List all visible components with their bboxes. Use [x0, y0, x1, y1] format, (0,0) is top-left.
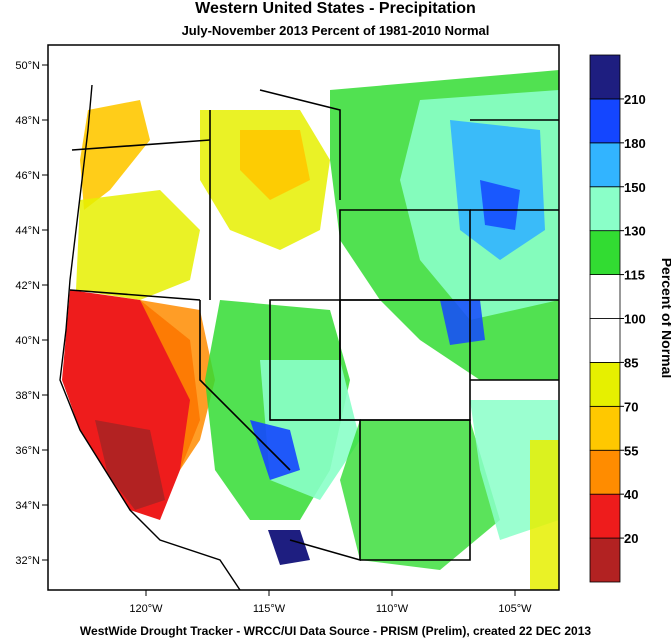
map-border: [47, 44, 560, 591]
latitude-axis: 50°N 48°N 46°N 44°N 42°N 40°N 38°N 36°N 34°N 32°N: [15, 60, 48, 567]
region-newmexico-green: [340, 420, 500, 570]
colorbar-segment: [589, 98, 621, 144]
colorbar-segment: [589, 449, 621, 495]
colorbar-segment: [589, 537, 621, 583]
colorbar-tick-label: 20: [624, 531, 638, 546]
colorbar-tick-label: 70: [624, 399, 638, 414]
state-border-ks-ne: [470, 299, 559, 381]
colorbar-tick-label: 85: [624, 355, 638, 370]
map-title: Western United States - Precipitation: [195, 0, 476, 17]
colorbar-segment: [589, 142, 621, 188]
region-colorado-blue: [440, 300, 485, 345]
source-footer: WestWide Drought Tracker - WRCC/UI Data …: [79, 624, 592, 638]
coastline: [59, 84, 241, 590]
colorbar-segment: [589, 318, 621, 363]
lat-label: 34°N: [15, 500, 40, 512]
colorbar-segment: [589, 362, 621, 407]
region-socal-darkred: [95, 420, 165, 510]
lon-label: 105°W: [498, 603, 532, 615]
lat-label: 44°N: [15, 225, 40, 237]
colorbar-tick-label: 100: [624, 312, 646, 327]
lon-label: 120°W: [129, 603, 163, 615]
longitude-axis: 120°W 115°W 110°W 105°W: [129, 590, 532, 615]
colorbar-segment: [589, 230, 621, 275]
lat-label: 38°N: [15, 390, 40, 402]
lon-label: 110°W: [376, 603, 409, 615]
colorbar-tick-label: 210: [624, 92, 646, 107]
colorbar-segment: [589, 54, 621, 100]
map-subtitle: July-November 2013 Percent of 1981-2010 …: [181, 23, 490, 38]
state-border-mt: [259, 89, 341, 200]
colorbar-tick-label: 115: [624, 268, 645, 283]
state-border-ca-or: [69, 289, 201, 301]
colorbar-segment: [589, 493, 621, 539]
region-arizona-blue: [250, 420, 300, 480]
colorbar-segment: [589, 274, 621, 319]
colorbar: 20 40 55 70 85 100 115 130 150 180 210: [589, 54, 646, 583]
region-arizona-navy: [268, 530, 310, 565]
colorbar-segment: [589, 405, 621, 451]
colorbar-tick-label: 130: [624, 224, 646, 239]
lat-label: 36°N: [15, 445, 40, 457]
lon-label: 115°W: [253, 603, 286, 615]
region-oregon-yellow: [76, 190, 200, 300]
state-border-nm: [360, 419, 471, 561]
state-border-ca-nv: [199, 300, 291, 471]
colorbar-label: Percent of Normal: [659, 258, 671, 379]
region-texas-yellow: [530, 440, 559, 590]
lat-label: 50°N: [15, 60, 40, 72]
colorbar-segment: [589, 186, 621, 232]
colorbar-tick-label: 180: [624, 136, 646, 151]
lat-label: 40°N: [15, 335, 40, 347]
lat-label: 42°N: [15, 280, 40, 292]
colorbar-tick-label: 55: [624, 443, 638, 458]
state-border-dakotas: [470, 119, 559, 211]
state-border-or-wa: [71, 139, 211, 151]
lat-label: 46°N: [15, 170, 40, 182]
region-nevada-orange: [140, 300, 215, 470]
region-pnw-dry: [80, 100, 150, 210]
lat-label: 32°N: [15, 555, 40, 567]
colorbar-tick-label: 150: [624, 180, 646, 195]
region-plains-deepblue: [480, 180, 520, 230]
colorbar-tick-label: 40: [624, 487, 638, 502]
region-idaho-orange: [240, 130, 310, 200]
state-border-az: [270, 419, 361, 562]
lat-label: 48°N: [15, 115, 40, 127]
